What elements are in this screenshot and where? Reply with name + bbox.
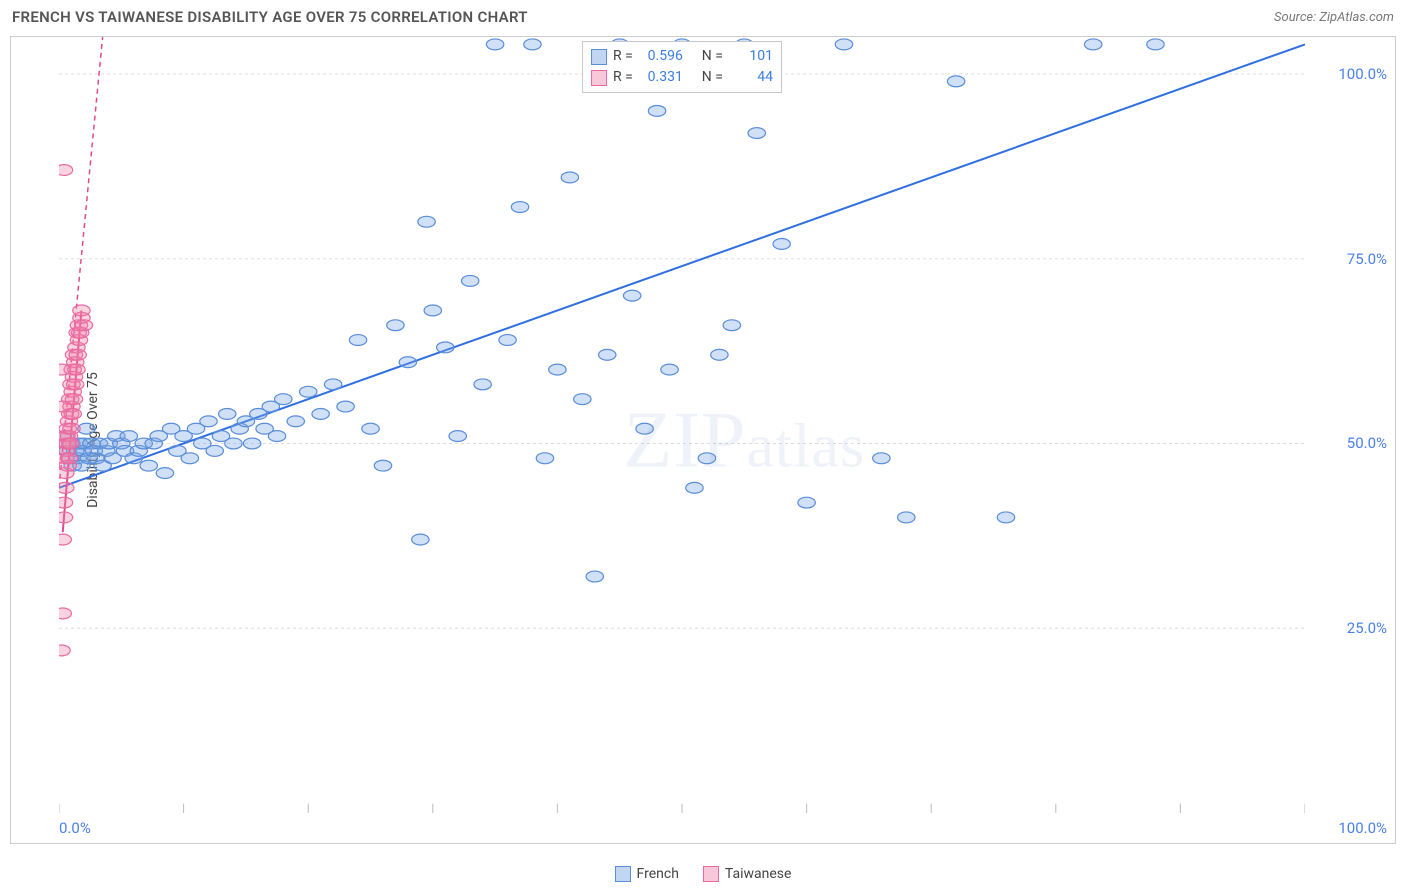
r-label: R = (613, 67, 633, 88)
scatter-svg (59, 37, 1305, 813)
plot-area: Disability Age Over 75 ZIPatlas R = 0.59… (10, 36, 1396, 844)
correlation-row: R = 0.331 N = 44 (591, 67, 773, 88)
y-tick-label: 100.0% (1338, 65, 1387, 83)
legend-swatch (591, 70, 607, 86)
legend-label: French (637, 866, 679, 882)
legend-item: Taiwanese (703, 866, 792, 882)
y-tick-label: 25.0% (1347, 619, 1387, 637)
chart-source: Source: ZipAtlas.com (1274, 10, 1394, 25)
r-value: 0.331 (639, 67, 683, 88)
legend-swatch (591, 49, 607, 65)
legend-swatch (615, 866, 631, 882)
n-label: N = (702, 67, 723, 88)
correlation-box: R = 0.596 N = 101 R = 0.331 N = 44 (582, 41, 782, 93)
y-tick-label: 75.0% (1347, 250, 1387, 268)
n-value: 101 (729, 46, 773, 67)
chart-header: FRENCH VS TAIWANESE DISABILITY AGE OVER … (0, 0, 1406, 30)
r-label: R = (613, 46, 633, 67)
x-tick-label-min: 0.0% (59, 819, 91, 837)
chart-title: FRENCH VS TAIWANESE DISABILITY AGE OVER … (12, 8, 528, 26)
x-tick-label-max: 100.0% (1338, 819, 1387, 837)
r-value: 0.596 (639, 46, 683, 67)
n-value: 44 (729, 67, 773, 88)
plot-inner: ZIPatlas R = 0.596 N = 101 R = 0.331 N =… (59, 37, 1305, 813)
correlation-row: R = 0.596 N = 101 (591, 46, 773, 67)
legend-item: French (615, 866, 679, 882)
n-label: N = (702, 46, 723, 67)
legend: French Taiwanese (0, 866, 1406, 882)
legend-swatch (703, 866, 719, 882)
legend-label: Taiwanese (725, 866, 792, 882)
y-tick-label: 50.0% (1347, 434, 1387, 452)
